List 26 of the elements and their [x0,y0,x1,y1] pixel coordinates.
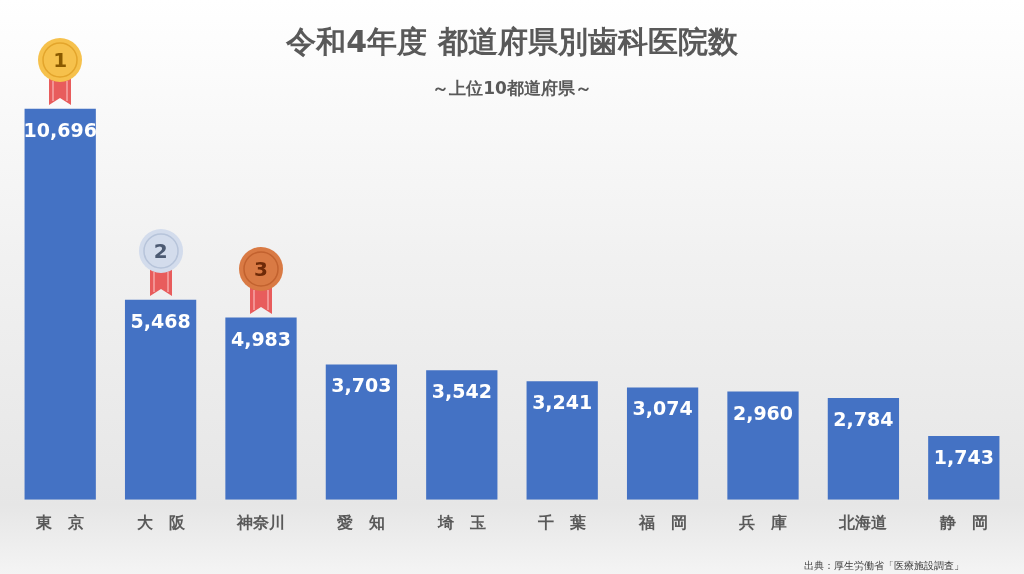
data-label: 3,241 [532,391,593,414]
annotation: 3 [253,255,269,282]
x-tick-label: 神奈川 [236,512,285,532]
x-tick-label: 福 岡 [637,512,687,532]
data-label: 3,074 [632,397,693,420]
x-tick-label: 愛 知 [337,512,386,532]
data-label: 10,696 [23,118,97,141]
x-tick-label: 埼 玉 [436,512,486,532]
data-label: 2,960 [732,401,794,424]
x-tick-label: 静 岡 [938,512,988,532]
data-label: 3,542 [431,380,492,403]
data-label: 1,743 [933,446,994,469]
chart-title: 令和4年度 都道府県別歯科医院数 [286,24,738,59]
data-label: 4,983 [230,327,292,350]
data-label: 3,703 [331,374,392,397]
x-tick-label: 北海道 [838,512,889,532]
x-tick-label: 東 京 [35,512,85,532]
x-tick-label: 兵 庫 [738,512,787,532]
x-tick-label: 千 葉 [537,512,587,532]
chart-subtitle: ～上位10都道府県～ [431,77,593,99]
x-tick-label: 大 阪 [136,512,186,532]
data-label: 5,468 [130,309,191,332]
source-note: 出典：厚生労働省「医療施設調査」 [804,560,964,572]
annotation: 2 [152,237,169,264]
annotation: 1 [52,46,69,73]
data-label: 2,784 [833,407,894,430]
